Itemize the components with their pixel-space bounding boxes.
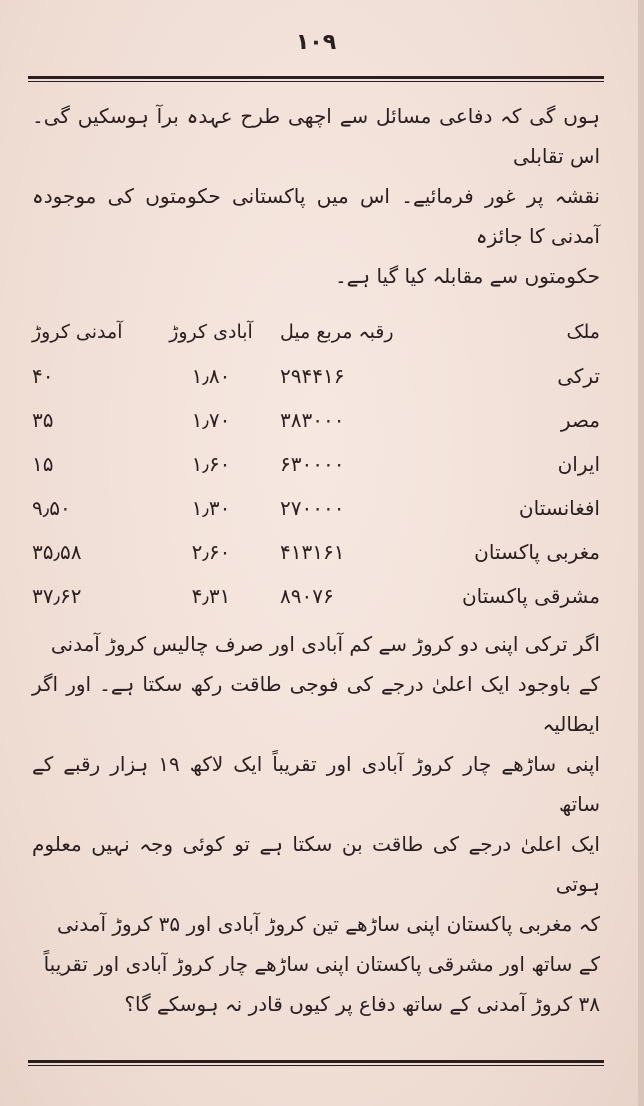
cell-income: ۹٫۵۰	[32, 496, 71, 520]
paragraph1-line: ہوں گی کہ دفاعی مسائل سے اچھی طرح عہدہ ب…	[32, 104, 600, 168]
cell-income: ۴۰	[32, 364, 54, 388]
cell-country: افغانستان	[518, 496, 600, 520]
paragraph2-line: اپنی ساڑھے چار کروڑ آبادی اور تقریباً ای…	[32, 752, 600, 816]
header-area: رقبہ مربع میل	[280, 321, 394, 343]
paragraph1-line: حکومتوں سے مقابلہ کیا گیا ہے۔	[334, 264, 600, 288]
cell-population: ۱٫۶۰	[191, 452, 231, 476]
cell-area: ۸۹۰۷۶	[280, 584, 334, 608]
cell-area: ۴۱۳۱۶۱	[280, 540, 345, 564]
cell-population: ۱٫۸۰	[191, 364, 231, 388]
paragraph1: ہوں گی کہ دفاعی مسائل سے اچھی طرح عہدہ ب…	[32, 96, 600, 296]
cell-area: ۲۹۴۴۱۶	[280, 364, 345, 388]
paragraph1-line: نقشہ پر غور فرمائیے۔ اس میں پاکستانی حکو…	[32, 184, 600, 248]
paragraph2-line: ایک اعلیٰ درجے کی طاقت بن سکتا ہے تو کوئ…	[32, 832, 600, 896]
paragraph2-line: اگر ترکی اپنی دو کروڑ سے کم آبادی اور صر…	[50, 632, 600, 656]
cell-area: ۲۷۰۰۰۰	[280, 496, 345, 520]
bottom-rule	[28, 1060, 604, 1066]
cell-country: ترکی	[557, 364, 600, 388]
paragraph2: اگر ترکی اپنی دو کروڑ سے کم آبادی اور صر…	[32, 624, 600, 1024]
paragraph2-line: کے ساتھ اور مشرقی پاکستان اپنی ساڑھے چار…	[43, 952, 600, 976]
cell-income: ۱۵	[32, 452, 54, 476]
cell-income: ۳۵٫۵۸	[32, 540, 82, 564]
paragraph2-line: ۳۸ کروڑ آمدنی کے ساتھ دفاع پر کیوں قادر …	[124, 992, 600, 1016]
cell-population: ۱٫۷۰	[191, 408, 231, 432]
cell-population: ۱٫۳۰	[191, 496, 231, 520]
comparison-table: ملک رقبہ مربع میل آبادی کروڑ آمدنی کروڑ …	[32, 314, 600, 614]
cell-income: ۳۵	[32, 408, 54, 432]
header-income: آمدنی کروڑ	[32, 321, 123, 343]
cell-country: ایران	[557, 452, 600, 476]
paragraph2-line: کہ مغربی پاکستان اپنی ساڑھے تین کروڑ آبا…	[57, 912, 600, 936]
top-rule	[28, 76, 604, 82]
cell-population: ۴٫۳۱	[191, 584, 231, 608]
cell-income: ۳۷٫۶۲	[32, 584, 82, 608]
cell-country: مغربی پاکستان	[474, 540, 600, 564]
cell-area: ۳۸۳۰۰۰	[280, 408, 345, 432]
paragraph2-line: کے باوجود ایک اعلیٰ درجے کی فوجی طاقت رک…	[32, 672, 600, 736]
header-population: آبادی کروڑ	[169, 321, 253, 343]
cell-country: مشرقی پاکستان	[461, 584, 600, 608]
cell-country: مصر	[560, 408, 600, 432]
cell-area: ۶۳۰۰۰۰	[280, 452, 345, 476]
cell-population: ۲٫۶۰	[191, 540, 231, 564]
header-country: ملک	[566, 321, 600, 343]
page-number: ۱۰۹	[295, 30, 337, 55]
